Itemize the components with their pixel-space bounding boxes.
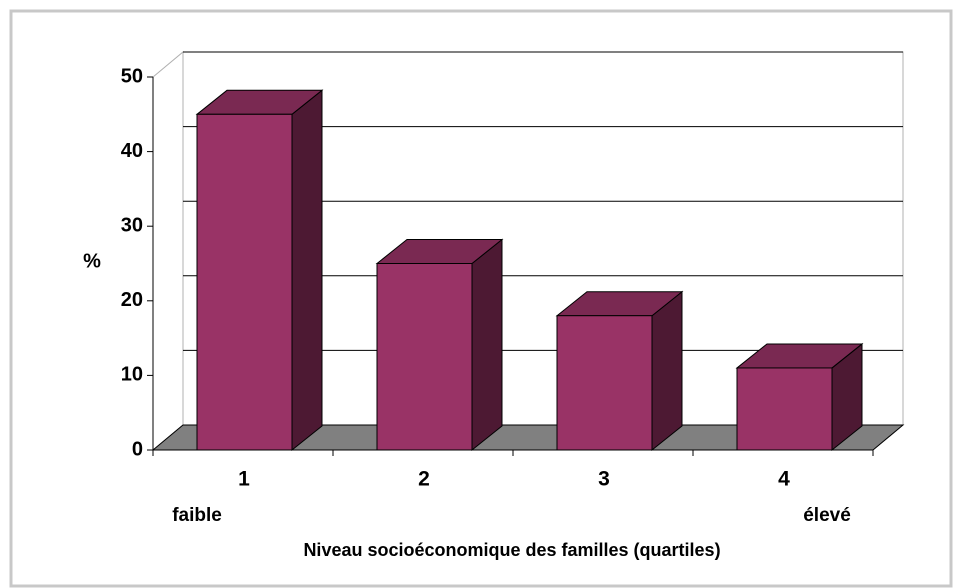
x-tick-label: 1 (238, 468, 250, 491)
annotation: faible (172, 505, 222, 526)
bar-side (651, 290, 683, 452)
x-axis-label: Niveau socioéconomique des familles (qua… (303, 540, 720, 560)
bar-side (291, 89, 323, 452)
y-tick-label: 10 (121, 364, 143, 386)
bar (196, 113, 293, 451)
x-tick-label: 3 (598, 468, 610, 491)
y-tick-label: 40 (121, 140, 143, 162)
bar (736, 367, 833, 451)
y-tick-label: 50 (121, 65, 143, 87)
annotation: élevé (803, 505, 851, 526)
y-tick-label: 20 (121, 289, 143, 311)
x-tick-label: 4 (778, 468, 790, 491)
bar (556, 315, 653, 451)
left-wall (152, 50, 184, 452)
bar (376, 263, 473, 451)
x-tick-label: 2 (418, 468, 430, 491)
bar-side (471, 238, 503, 452)
y-tick-label: 30 (121, 214, 143, 236)
y-axis-label: % (83, 250, 101, 272)
y-tick-label: 0 (132, 438, 143, 460)
